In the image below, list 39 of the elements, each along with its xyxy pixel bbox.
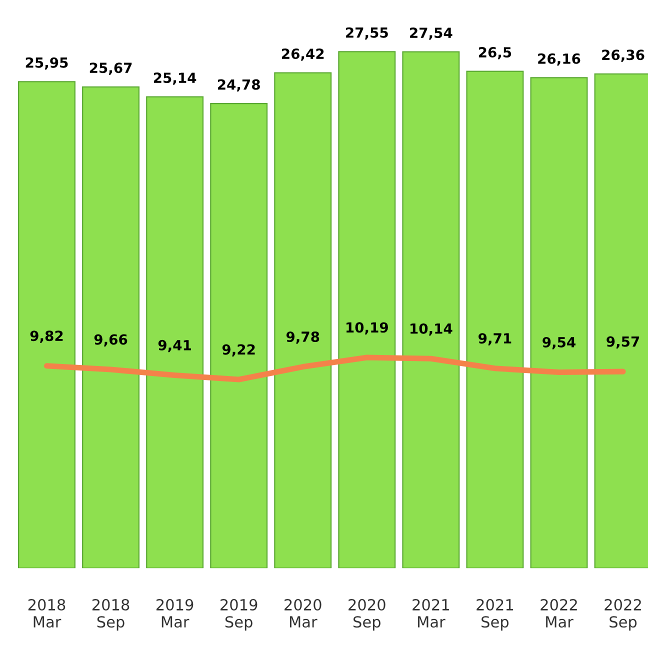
x-tick-label: 2019 Sep [220,598,258,631]
bar [338,51,396,568]
x-tick-label: 2019 Mar [156,598,194,628]
data-label: 9,66 [94,334,128,347]
data-label: 25,67 [90,62,132,75]
bar [402,51,460,568]
data-label: 26,16 [538,53,580,66]
data-label: 10,19 [346,322,388,334]
data-label: 9,22 [222,344,255,357]
data-label: 9,54 [542,336,576,350]
data-label: 25,95 [26,57,68,70]
data-label: 9,41 [158,340,191,352]
data-label: 9,82 [30,330,63,343]
data-label: 27,54 [410,28,452,40]
data-label: 9,57 [606,336,640,349]
data-label: 26,5 [478,47,512,60]
x-tick-label: 2018 Sep [92,598,130,631]
data-label: 9,78 [286,331,320,344]
data-label: 25,14 [154,72,196,85]
bar [146,96,204,568]
bar [82,86,140,568]
x-tick-label: 2020 Mar [284,598,322,628]
data-label: 26,42 [282,48,324,61]
bar [210,103,268,568]
x-tick-label: 2021 Sep [476,598,513,631]
x-tick-label: 2020 Sep [348,598,386,631]
data-label: 9,71 [478,333,512,346]
bar [530,77,588,568]
data-label: 26,36 [602,50,644,62]
bar [274,72,332,568]
data-label: 10,14 [410,323,452,336]
data-label: 27,55 [346,27,388,40]
x-tick-label: 2021 Mar [412,598,449,628]
bar [466,70,524,568]
data-label: 24,78 [218,79,260,92]
bar [18,81,76,568]
x-tick-label: 2022 Mar [540,598,577,628]
x-tick-label: 2018 Mar [28,598,66,628]
x-tick-label: 2022 Sep [604,598,641,631]
